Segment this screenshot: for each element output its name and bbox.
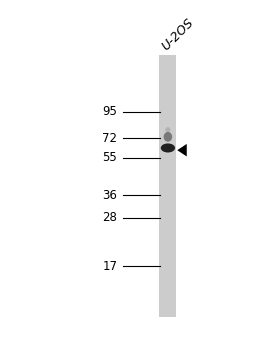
Text: U-2OS: U-2OS xyxy=(159,16,196,53)
Text: 28: 28 xyxy=(102,211,117,224)
Text: 55: 55 xyxy=(103,151,117,164)
Text: 95: 95 xyxy=(102,105,117,118)
Text: 72: 72 xyxy=(102,132,117,145)
Bar xyxy=(159,55,176,317)
Ellipse shape xyxy=(164,132,172,142)
Text: 36: 36 xyxy=(102,189,117,202)
Ellipse shape xyxy=(161,143,175,152)
Text: 17: 17 xyxy=(102,260,117,273)
Polygon shape xyxy=(177,144,187,156)
Ellipse shape xyxy=(165,127,170,132)
